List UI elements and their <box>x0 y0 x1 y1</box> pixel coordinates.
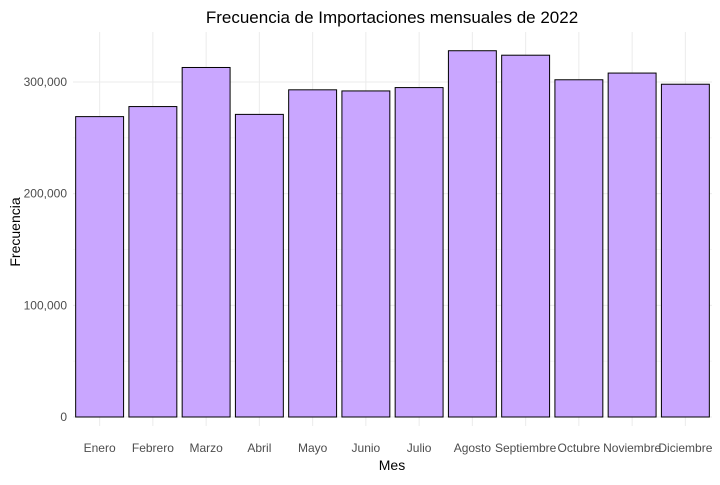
x-tick-label-septiembre: Septiembre <box>495 441 557 455</box>
bar-marzo <box>181 66 231 418</box>
x-tick-label-junio: Junio <box>352 441 381 455</box>
y-tick-label: 200,000 <box>24 187 68 201</box>
x-tick-label-abril: Abril <box>247 441 271 455</box>
y-tick-label: 0 <box>60 410 67 424</box>
bar-noviembre <box>607 72 657 418</box>
bar-octubre <box>554 79 604 418</box>
x-tick-label-mayo: Mayo <box>298 441 328 455</box>
x-tick-label-julio: Julio <box>407 441 432 455</box>
x-tick-label-agosto: Agosto <box>454 441 492 455</box>
x-axis-ticks: Enero Febrero Marzo Abril Mayo Junio Julio Agos… <box>84 441 713 455</box>
y-tick-label: 300,000 <box>24 75 68 89</box>
y-axis-title: Frecuencia <box>7 197 23 266</box>
x-tick-label-octubre: Octubre <box>558 441 601 455</box>
y-tick-label: 100,000 <box>24 298 68 312</box>
bar-agosto <box>447 50 497 418</box>
x-axis-title: Mes <box>379 457 405 473</box>
x-tick-label-marzo: Marzo <box>189 441 223 455</box>
bar-julio <box>394 87 444 418</box>
bar-diciembre <box>660 83 710 418</box>
x-tick-label-febrero: Febrero <box>132 441 174 455</box>
x-tick-label-enero: Enero <box>84 441 116 455</box>
bar-mayo <box>288 89 338 418</box>
y-axis-ticks: 0 100,000 200,000 300,000 <box>24 75 68 424</box>
chart-title: Frecuencia de Importaciones mensuales de… <box>206 8 578 27</box>
bar-abril <box>234 113 284 418</box>
x-tick-label-diciembre: Diciembre <box>658 441 712 455</box>
bar-septiembre <box>501 54 551 418</box>
bar-febrero <box>128 106 178 418</box>
x-tick-label-noviembre: Noviembre <box>603 441 661 455</box>
bar-junio <box>341 90 391 418</box>
bar-enero <box>75 116 125 418</box>
bars <box>75 50 710 418</box>
